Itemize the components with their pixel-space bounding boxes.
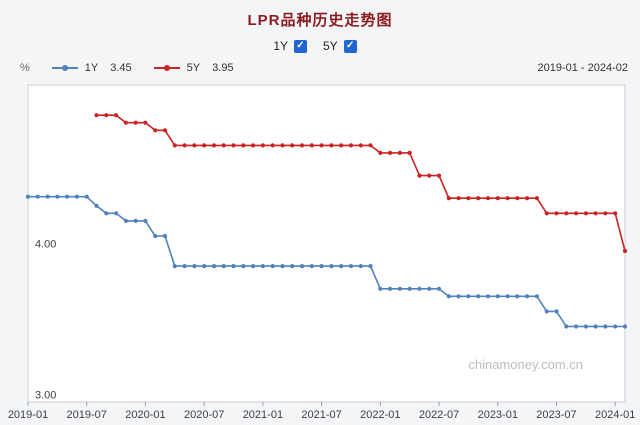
legend-item-5y: 5Y 3.95 <box>153 62 234 74</box>
toggle-1y-label: 1Y <box>273 39 288 53</box>
svg-text:2023-07: 2023-07 <box>536 409 576 421</box>
legend-item-1y: 1Y 3.45 <box>51 62 132 74</box>
svg-text:2022-01: 2022-01 <box>360 409 400 421</box>
svg-text:2022-07: 2022-07 <box>419 409 459 421</box>
legend-row: % 1Y 3.45 5Y 3.95 2019-01 - 2024-02 <box>20 62 628 74</box>
svg-text:2019-01: 2019-01 <box>8 409 48 421</box>
svg-text:chinamoney.com.cn: chinamoney.com.cn <box>468 357 583 372</box>
svg-text:3.00: 3.00 <box>35 389 56 401</box>
check-icon: ✓ <box>296 40 305 51</box>
toggle-5y-label: 5Y <box>323 39 338 53</box>
legend-value-5y: 3.95 <box>212 62 234 74</box>
svg-text:2023-01: 2023-01 <box>478 409 518 421</box>
checkbox-1y[interactable]: ✓ <box>294 39 307 53</box>
svg-text:2021-01: 2021-01 <box>243 409 283 421</box>
svg-text:2020-07: 2020-07 <box>184 409 224 421</box>
legend-line-1y-icon <box>51 65 78 71</box>
legend-label-1y: 1Y <box>84 62 99 74</box>
y-axis-unit: % <box>20 62 30 74</box>
lpr-trend-chart: chinamoney.com.cn 4.00 3.00 2019-01 2019-07 2… <box>8 84 635 421</box>
svg-text:2021-07: 2021-07 <box>301 409 341 421</box>
svg-text:2020-01: 2020-01 <box>125 409 165 421</box>
svg-text:2019-07: 2019-07 <box>67 409 107 421</box>
check-icon: ✓ <box>345 40 355 51</box>
chart-title: LPR品种历史走势图 <box>247 12 393 29</box>
checkbox-5y[interactable]: ✓ <box>343 39 357 53</box>
legend-label-5y: 5Y <box>186 62 201 74</box>
svg-text:2024-01: 2024-01 <box>595 409 635 421</box>
legend-value-1y: 3.45 <box>110 62 132 74</box>
svg-text:4.00: 4.00 <box>35 239 56 251</box>
date-range: 2019-01 - 2024-02 <box>537 62 628 74</box>
series-toggles: 1Y ✓ 5Y ✓ <box>0 39 640 53</box>
legend-line-5y-icon <box>153 65 180 71</box>
